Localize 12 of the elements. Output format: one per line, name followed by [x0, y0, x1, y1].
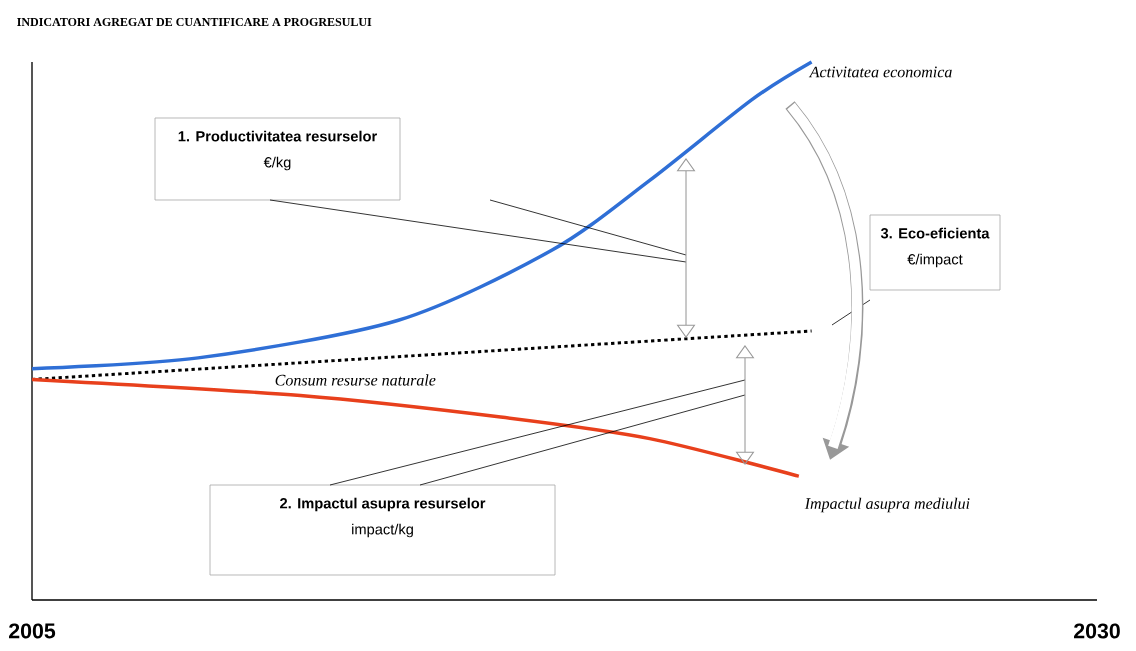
annotation: €/kg: [263, 156, 291, 171]
series-label: Activitatea economica: [808, 66, 952, 78]
x-tick-label: 2030: [1074, 623, 1120, 639]
annotation: 1. Productivitatea resurselor: [178, 130, 377, 142]
x-tick-label: 2005: [9, 623, 56, 639]
annotation: 2. Impactul asupra resurselor: [280, 497, 486, 512]
annotation: €/impact: [907, 253, 963, 268]
series-label: Impactul asupra mediului: [804, 497, 970, 513]
annotation: impact/kg: [352, 523, 413, 538]
chart-title: INDICATORI AGREGAT DE CUANTIFICARE A PROGRESULUI: [17, 17, 372, 27]
annotation: 3. Eco-eficienta: [880, 227, 990, 239]
series-label: Consum resurse naturale: [275, 374, 436, 386]
